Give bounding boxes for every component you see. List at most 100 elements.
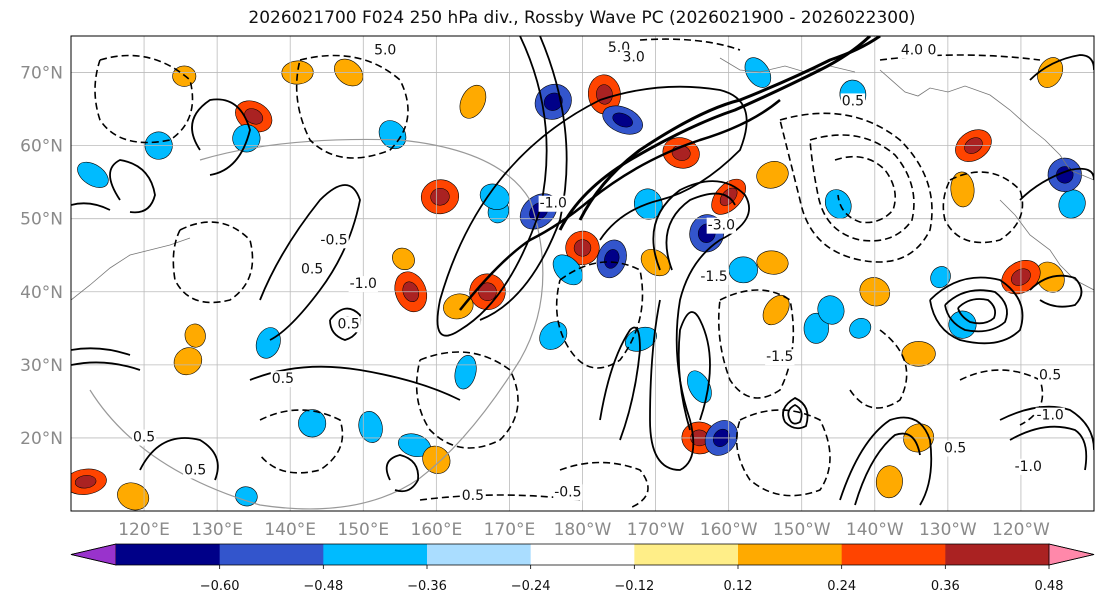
divergence-cell [875,465,903,499]
contour-label-bg [840,93,865,110]
contour-line-dashed [942,171,1024,244]
colorbar-segment [634,544,739,565]
divergence-cell [539,321,568,350]
contour-line [649,180,750,471]
colorbar-segment [116,544,221,565]
contour-label-bg [460,488,486,505]
colorbar-extend-low [70,543,117,566]
contour-line [782,396,809,430]
divergence-cell [454,354,477,390]
contour-line [139,437,219,481]
colorbar-tick-label: 0.12 [724,579,753,594]
contour-line [1029,54,1094,81]
divergence-cell [824,189,852,219]
contour-label-bg [699,268,729,285]
lon-tick-label: 120°E [118,520,170,540]
colorbar-tick-label: 0.24 [827,579,856,594]
contour-line [385,454,420,493]
contour-label: 0.5 [301,262,323,278]
plot-area: 5.0 5.03.0 4.0 0-1.0-0.50.5-1.00.5-3.0-1.5… [71,36,1094,511]
contour-line [71,347,131,356]
contour-line-dashed [849,329,908,409]
contour-label: 0.5 [1039,367,1061,383]
colorbar-tick-label: 0.48 [1035,579,1064,594]
colorbar-extend-high [1048,543,1095,566]
map-title: 2026021700 F024 250 hPa div., Rossby Wav… [248,8,916,28]
colorbar-tick-label: 0.36 [931,579,960,594]
contour-line [191,98,251,176]
divergence-cell [901,341,936,367]
contour-line [71,202,111,211]
contour-label: 4.0 0 [901,42,937,58]
contour-line [249,365,461,401]
divergence-cell [298,409,327,438]
colorbar-tick-label: −0.12 [614,579,654,594]
contour-line-dashed [419,494,581,501]
contour-line [1029,274,1083,308]
contour-label-bg [270,371,296,388]
contour-label-bg [765,349,795,366]
colorbar-segment [945,544,1050,565]
contour-line-dashed [809,134,915,242]
divergence-cell [950,171,975,208]
lon-tick-label: 150°E [337,520,389,540]
rossby-wave-contours [71,36,1094,506]
contour-label: -1.5 [766,349,793,365]
contour-line [944,289,1008,333]
plot-frame [70,35,1095,512]
contour-label: -1.0 [1036,408,1063,424]
contour-label: -1.5 [700,269,727,285]
contour-label: -0.5 [320,232,347,248]
divergence-cell-core [612,112,633,128]
divergence-cell [173,347,203,376]
divergence-cell [1058,189,1086,219]
contour-line-dashed [415,351,519,449]
contour-line [459,99,781,311]
colorbar-segment [738,544,843,565]
contour-label-bg [1035,407,1065,424]
divergence-cell [849,318,872,339]
contour-label: 0.5 [842,93,864,109]
lon-tick-label: 130°W [919,520,977,540]
divergence-cell [117,482,150,511]
lon-tick-label: 160°W [700,520,758,540]
contour-label-bg [373,42,398,59]
contour-label: 0.5 [338,316,360,332]
coastline-alaska [879,69,1094,181]
contour-label: -1.0 [350,276,377,292]
colorbar-segment [323,544,428,565]
contour-line-dashed [295,54,409,159]
contour-line [599,326,641,441]
divergence-cell [443,293,474,320]
contour-line-dashed [172,221,254,304]
divergence-cell-core [430,187,450,206]
contour-label-bg [538,195,568,212]
latitude-labels: 20°N 30°N 40°N 50°N 60°N 70°N [20,64,63,449]
lat-tick-label: 40°N [20,283,63,303]
contour-line [1019,167,1094,201]
contour-label-bg [621,49,646,66]
contour-line [1009,425,1088,471]
colorbar-segment [841,544,946,565]
lat-tick-label: 70°N [20,64,63,84]
divergence-cell [459,84,487,119]
lon-tick-label: 130°E [191,520,243,540]
lat-tick-label: 60°N [20,137,63,157]
contour-line-dashed [779,112,933,263]
contour-label-bg [899,42,938,59]
colorbar-outline [70,543,1095,566]
contour-line [929,276,1024,345]
divergence-cell [255,327,281,359]
lon-tick-label: 180°W [554,520,612,540]
contour-line [665,192,736,271]
divergence-cell [358,411,383,443]
contour-label-bg [348,276,378,293]
rossby-wave-contours-negative [94,38,1044,509]
divergence-cell [552,254,583,286]
contour-line-dashed [94,54,194,144]
divergence-cell [378,120,407,150]
contour-label: 0.5 [133,430,155,446]
contour-label-bg [319,232,349,249]
contour-line [957,298,997,325]
